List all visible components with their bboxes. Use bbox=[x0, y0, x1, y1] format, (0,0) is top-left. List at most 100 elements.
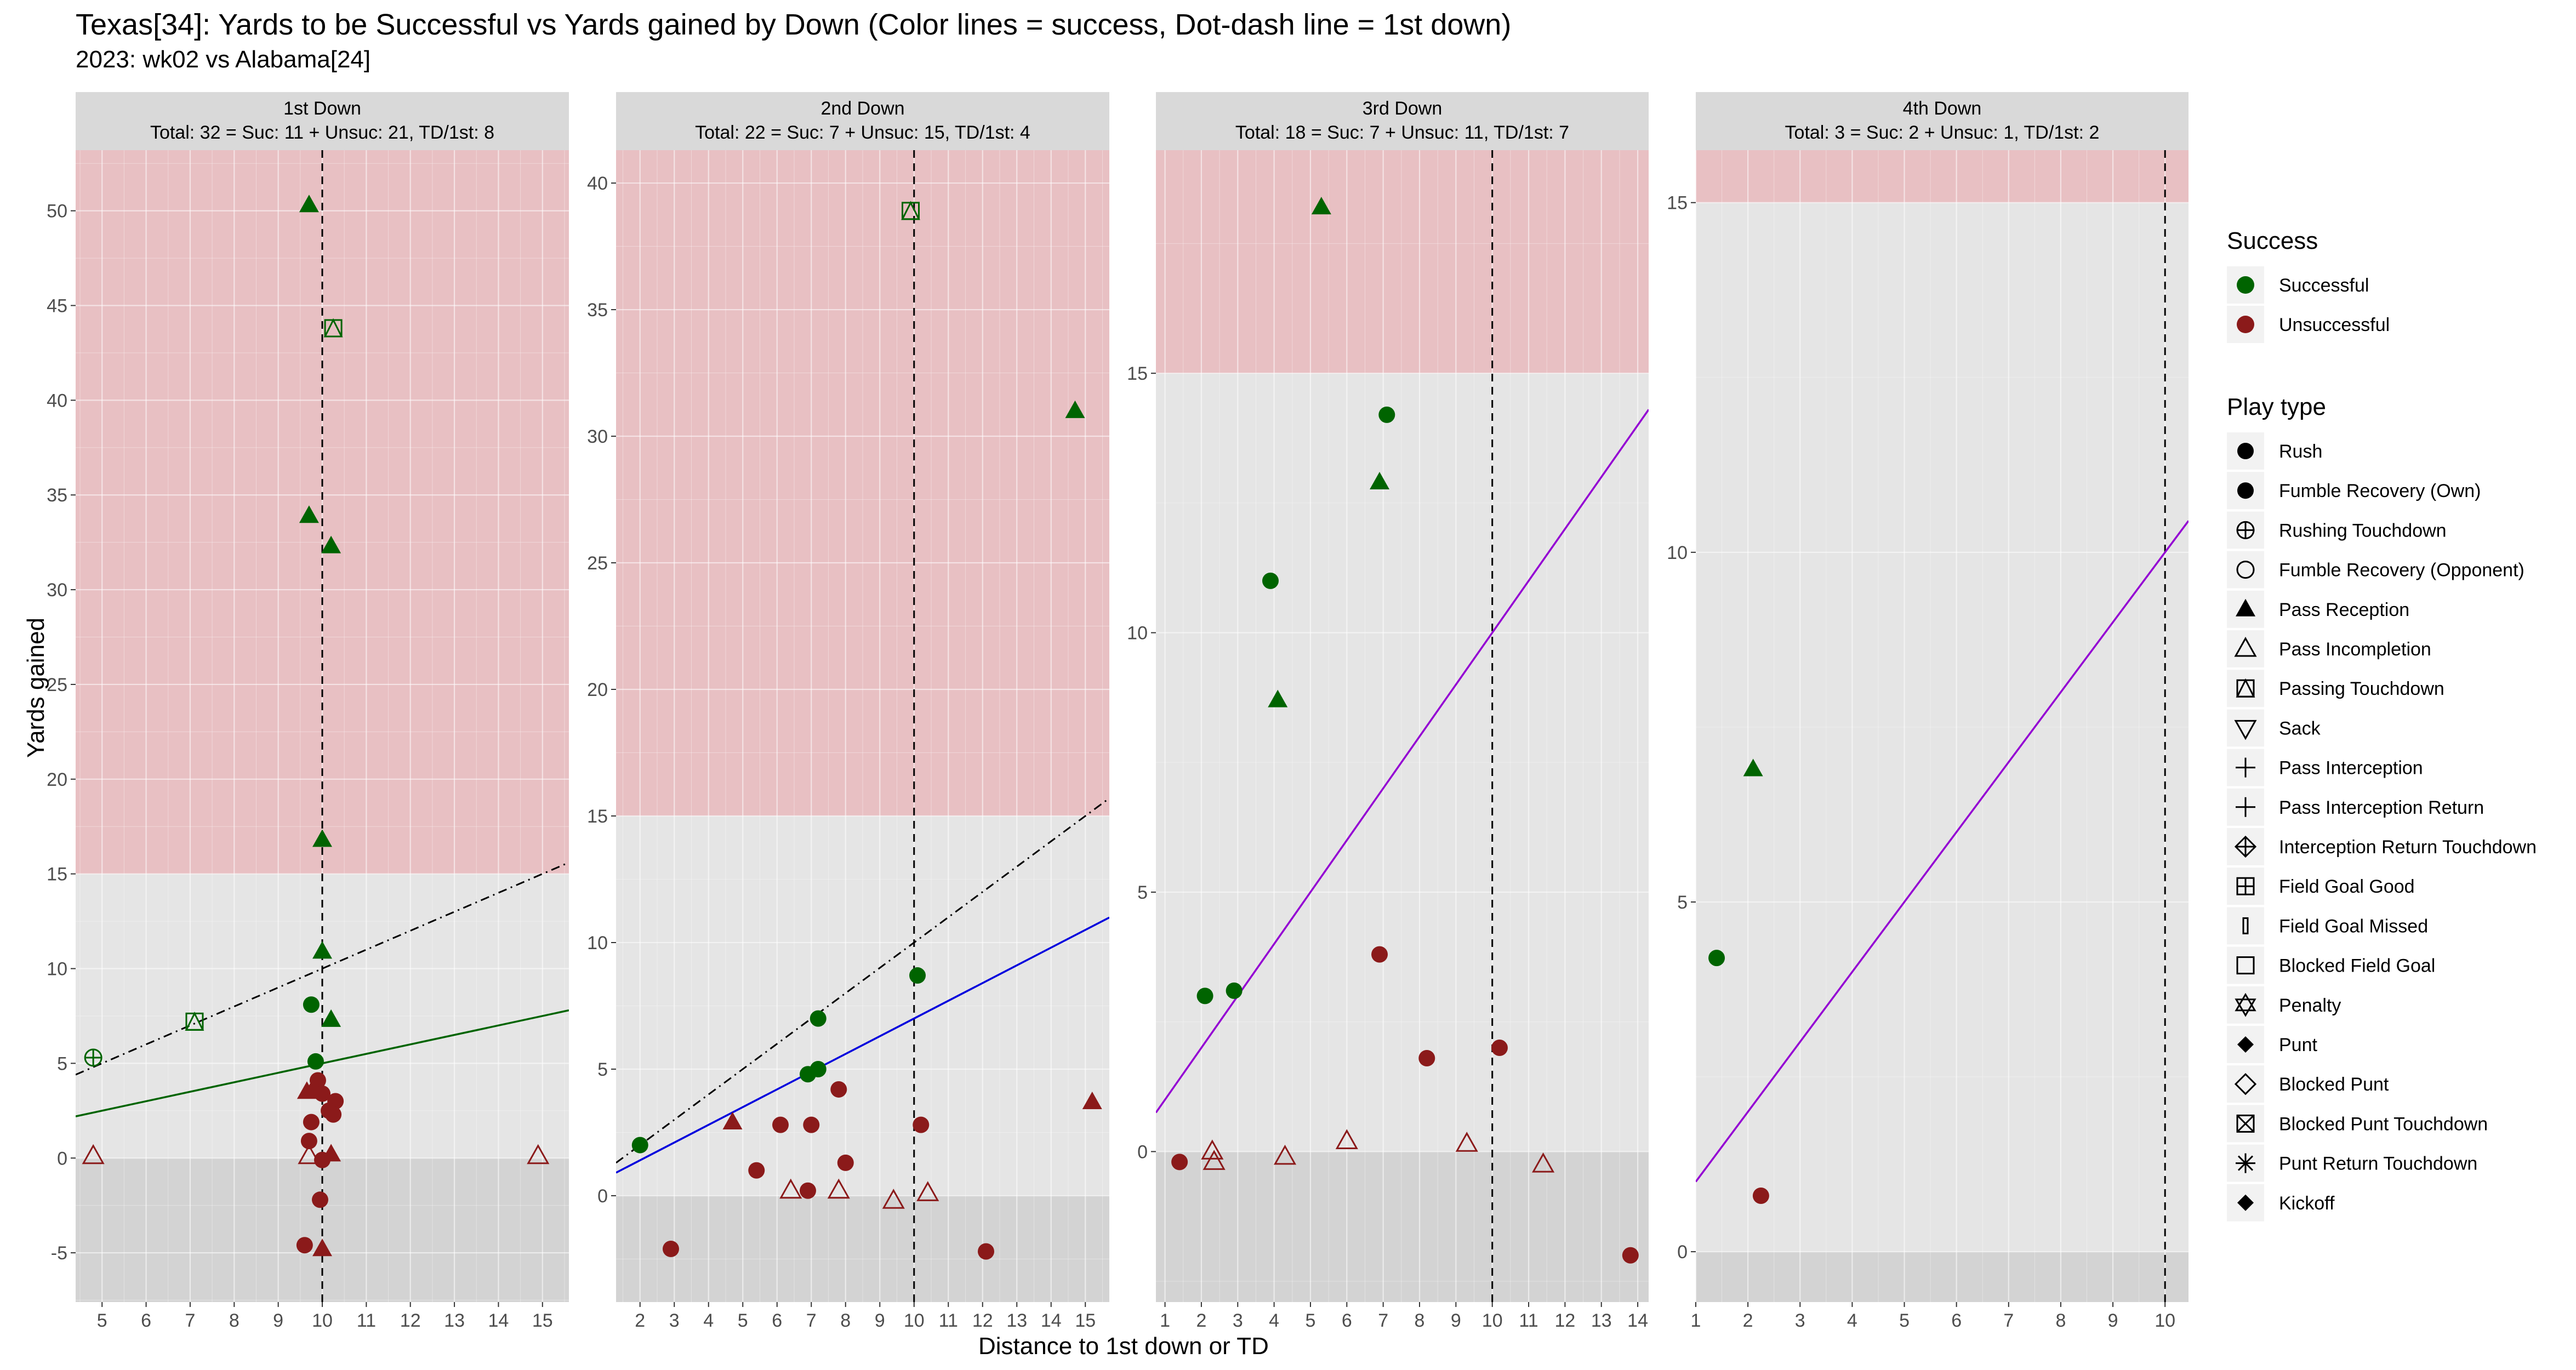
legend-playtype-label: Pass Interception Return bbox=[2279, 797, 2484, 818]
data-point bbox=[299, 195, 319, 213]
data-point bbox=[1378, 406, 1395, 423]
legend-playtype-label: Passing Touchdown bbox=[2279, 678, 2444, 699]
legend-key-bg bbox=[2227, 709, 2264, 747]
x-tick-label: 15 bbox=[532, 1310, 553, 1331]
data-point bbox=[314, 1151, 330, 1168]
loss-zone bbox=[1156, 1151, 1649, 1302]
big-play-zone bbox=[616, 150, 1109, 817]
facet-strip-title: 1st Down bbox=[283, 98, 361, 119]
x-tick-label: 9 bbox=[2108, 1310, 2118, 1331]
data-point bbox=[631, 1137, 648, 1154]
chart-subtitle: 2023: wk02 vs Alabama[24] bbox=[76, 46, 371, 73]
data-point bbox=[1491, 1040, 1508, 1057]
data-point bbox=[321, 535, 341, 553]
data-point bbox=[748, 1162, 765, 1179]
y-tick-label: 15 bbox=[1667, 193, 1688, 214]
data-point bbox=[312, 829, 332, 847]
data-point-tri bbox=[901, 201, 920, 220]
data-point bbox=[916, 1181, 939, 1201]
x-tick-label: 15 bbox=[1075, 1310, 1096, 1331]
x-tick-label: 13 bbox=[1006, 1310, 1027, 1331]
y-tick-label: 5 bbox=[1677, 892, 1688, 913]
facet-strip-summary: Total: 18 = Suc: 7 + Unsuc: 11, TD/1st: … bbox=[1235, 122, 1569, 143]
x-tick-label: 8 bbox=[1415, 1310, 1425, 1331]
facet-strip-summary: Total: 22 = Suc: 7 + Unsuc: 15, TD/1st: … bbox=[695, 122, 1030, 143]
axes: 2 3 4 5 6 7 8 9 10 11 12 13 14 15 0 5 10 15 20 25 30 35 40 bbox=[587, 173, 1096, 1331]
facet-strip-summary: Total: 3 = Suc: 2 + Unsuc: 1, TD/1st: 2 bbox=[1785, 122, 2100, 143]
data-point bbox=[1455, 1132, 1478, 1152]
facet-strip-title: 4th Down bbox=[1903, 98, 1982, 119]
data-point bbox=[323, 318, 343, 338]
x-tick-label: 11 bbox=[939, 1310, 958, 1331]
data-point bbox=[311, 1191, 328, 1208]
x-tick-label: 6 bbox=[772, 1310, 782, 1331]
legend-playtype-symbol-tri bbox=[2236, 678, 2255, 698]
y-tick-label: 35 bbox=[47, 485, 67, 506]
facet-strip-summary: Total: 32 = Suc: 11 + Unsuc: 21, TD/1st:… bbox=[150, 122, 494, 143]
x-tick-label: 4 bbox=[1847, 1310, 1857, 1331]
legend-playtype-label: Blocked Field Goal bbox=[2279, 956, 2435, 977]
x-tick-label: 9 bbox=[875, 1310, 885, 1331]
data-point bbox=[830, 1081, 847, 1098]
legend-playtype-label: Kickoff bbox=[2279, 1193, 2335, 1214]
y-tick-label: 50 bbox=[47, 201, 67, 222]
data-point bbox=[1532, 1152, 1555, 1173]
facet-strip bbox=[76, 92, 569, 150]
legend-playtype-symbol-cross bbox=[2237, 522, 2254, 539]
data-point bbox=[1335, 1129, 1358, 1149]
legend-playtype-symbol bbox=[2234, 720, 2257, 740]
data-point bbox=[1082, 1092, 1102, 1110]
first-down-yardage-line bbox=[616, 797, 1109, 1164]
panel-2: 2nd Down Total: 22 = Suc: 7 + Unsuc: 15, … bbox=[587, 92, 1109, 1331]
facet-strip bbox=[1156, 92, 1649, 150]
y-tick-label: 5 bbox=[1137, 882, 1148, 903]
legend-playtype-symbol bbox=[2237, 482, 2254, 499]
legend-key-bg bbox=[2227, 551, 2264, 589]
data-points bbox=[1171, 197, 1639, 1264]
data-points bbox=[82, 195, 550, 1257]
panel-1: 1st Down Total: 32 = Suc: 11 + Unsuc: 21,… bbox=[47, 92, 569, 1331]
x-tick-label: 11 bbox=[357, 1310, 376, 1331]
legend-playtype-symbol-x bbox=[2236, 1115, 2255, 1133]
x-tick-label: 5 bbox=[738, 1310, 748, 1331]
y-tick-label: 30 bbox=[587, 426, 608, 447]
legend-success-label: Successful bbox=[2279, 275, 2369, 296]
data-point bbox=[1065, 400, 1085, 418]
legend-key-bg bbox=[2227, 986, 2264, 1024]
y-tick-label: 10 bbox=[587, 933, 608, 954]
y-tick-label: 45 bbox=[47, 295, 67, 316]
data-point bbox=[303, 1114, 320, 1131]
x-tick-label: 14 bbox=[1041, 1310, 1062, 1331]
data-point bbox=[909, 967, 926, 984]
y-axis-label: Yards gained bbox=[22, 617, 49, 758]
data-point bbox=[84, 1048, 102, 1067]
legend-playtype-label: Rushing Touchdown bbox=[2279, 520, 2447, 541]
legend-success-swatch bbox=[2237, 316, 2254, 333]
x-tick-label: 7 bbox=[185, 1310, 195, 1331]
panel-4: 4th Down Total: 3 = Suc: 2 + Unsuc: 1, TD… bbox=[1667, 92, 2189, 1331]
data-point bbox=[1171, 1154, 1188, 1171]
data-point bbox=[1752, 1188, 1769, 1205]
facet-strip bbox=[616, 92, 1109, 150]
data-point-cross bbox=[85, 1049, 102, 1066]
y-tick-label: 5 bbox=[597, 1059, 608, 1080]
legend-playtype-symbol bbox=[2236, 757, 2255, 778]
data-point bbox=[1371, 946, 1388, 963]
data-point bbox=[1273, 1144, 1297, 1165]
y-tick-label: 40 bbox=[47, 390, 67, 411]
legend-playtype-symbol bbox=[2236, 598, 2255, 616]
x-tick-label: 9 bbox=[1451, 1310, 1461, 1331]
x-tick-label: 12 bbox=[972, 1310, 993, 1331]
y-tick-label: 15 bbox=[587, 806, 608, 827]
data-point bbox=[314, 1085, 330, 1102]
x-tick-label: 10 bbox=[1482, 1310, 1503, 1331]
legend-playtype-symbol bbox=[2234, 1073, 2257, 1095]
legend-playtype-label: Pass Reception bbox=[2279, 600, 2409, 620]
legend-playtype-symbol bbox=[2237, 1036, 2254, 1053]
x-tick-label: 8 bbox=[229, 1310, 240, 1331]
data-point bbox=[185, 1011, 204, 1031]
data-point bbox=[1201, 1139, 1224, 1160]
x-tick-label: 10 bbox=[904, 1310, 925, 1331]
